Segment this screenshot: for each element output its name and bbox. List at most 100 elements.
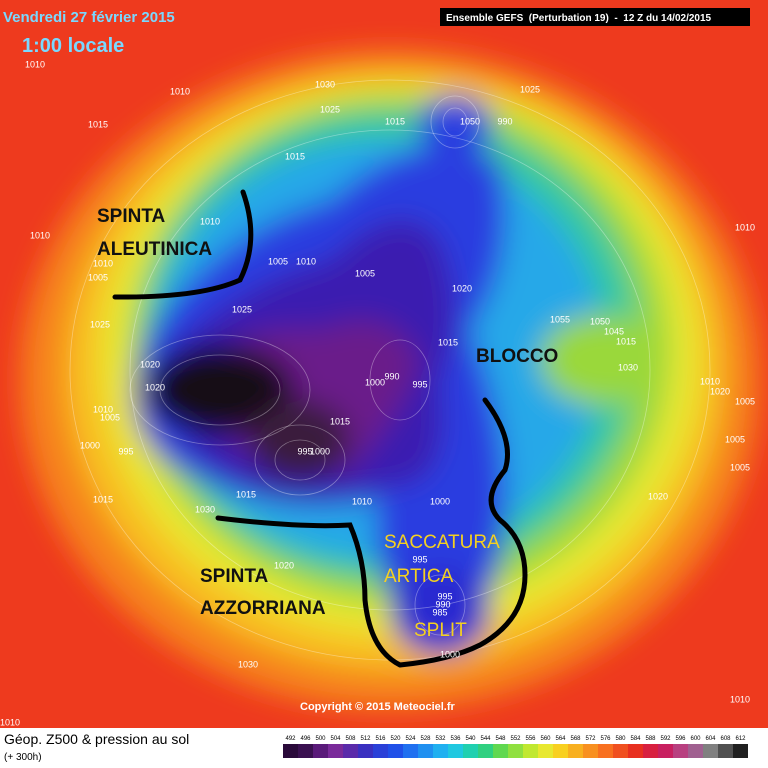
colorbar-label: 548	[495, 736, 506, 742]
isobar-label: 1020	[648, 491, 668, 501]
annotation: ARTICA	[384, 566, 454, 587]
isobar-label: 1025	[232, 304, 252, 314]
colorbar-cell	[538, 744, 553, 758]
colorbar-cell	[328, 744, 343, 758]
isobar-label: 1010	[730, 694, 750, 704]
colorbar-cell	[373, 744, 388, 758]
isobar-label: 1015	[330, 416, 350, 426]
colorbar-label: 588	[645, 736, 656, 742]
isobar-label: 995	[412, 554, 427, 564]
colorbar-cell	[403, 744, 418, 758]
colorbar-cell	[568, 744, 583, 758]
isobar-label: 1010	[296, 256, 316, 266]
colorbar-cell	[463, 744, 478, 758]
isobar-label: 1045	[604, 326, 624, 336]
isobar-label: 1000	[365, 377, 385, 387]
isobar-label: 1010	[170, 86, 190, 96]
colorbar-label: 544	[480, 736, 491, 742]
isobar-label: 995	[437, 591, 452, 601]
colorbar-label: 556	[525, 736, 536, 742]
isobar-label: 1015	[285, 151, 305, 161]
isobar-label: 1055	[550, 314, 570, 324]
colorbar-label: 492	[285, 736, 296, 742]
colorbar-label: 500	[315, 736, 326, 742]
isobar-label: 985	[432, 607, 447, 617]
isobar-label: 1005	[725, 434, 745, 444]
isobar-label: 1000	[80, 440, 100, 450]
colorbar-label: 580	[615, 736, 626, 742]
colorbar-label: 560	[540, 736, 551, 742]
colorbar-label: 536	[450, 736, 461, 742]
isobar-label: 1010	[25, 59, 45, 69]
colorbar-label: 592	[660, 736, 671, 742]
isobar-label: 1025	[520, 84, 540, 94]
colorbar-label: 608	[720, 736, 731, 742]
colorbar: 492 496 500 504 508 512 516 520 524 528 532 536 540 5…	[283, 736, 748, 758]
annotation: SPINTA	[200, 566, 269, 587]
isobar-label: 1020	[710, 386, 730, 396]
isobar-label: 1010	[0, 717, 20, 727]
isobar-label: 990	[435, 599, 450, 609]
isobar-label: 1010	[30, 230, 50, 240]
isobar-label: 1020	[145, 382, 165, 392]
isobar-label: 1025	[320, 104, 340, 114]
colorbar-cell	[298, 744, 313, 758]
isobar-label: 990	[384, 371, 399, 381]
isobar-label: 1030	[315, 79, 335, 89]
isobar-label: 1050	[590, 316, 610, 326]
annotation-lines	[112, 189, 528, 668]
colorbar-cell	[583, 744, 598, 758]
isobar-label: 1010	[200, 216, 220, 226]
colorbar-label: 596	[675, 736, 686, 742]
colorbar-cell	[718, 744, 733, 758]
annotation: AZZORRIANA	[200, 598, 326, 619]
isobar-label: 1030	[238, 659, 258, 669]
date: Vendredi 27 février 2015	[3, 9, 175, 26]
isobar-label: 1005	[100, 412, 120, 422]
copyright: Copyright © 2015 Meteociel.fr	[300, 701, 456, 713]
isobar-label: 1030	[618, 362, 638, 372]
isobar-label: 1015	[616, 336, 636, 346]
isobar-label: 1050	[460, 116, 480, 126]
colorbar-cell	[508, 744, 523, 758]
isobar-label: 1015	[236, 489, 256, 499]
isobar-label: 1015	[385, 116, 405, 126]
colorbar-cell	[553, 744, 568, 758]
annotation: SPINTA	[97, 206, 166, 227]
isobar-label: 1005	[730, 462, 750, 472]
colorbar-label: 520	[390, 736, 401, 742]
isobar-label: 1005	[88, 272, 108, 282]
annotation: ALEUTINICA	[97, 239, 212, 260]
isobar-label: 1000	[430, 496, 450, 506]
isobar-label: 1005	[268, 256, 288, 266]
colorbar-cell	[313, 744, 328, 758]
colorbar-cell	[493, 744, 508, 758]
time: 1:00 locale	[22, 35, 124, 57]
colorbar-cell	[358, 744, 373, 758]
annotation: BLOCCO	[476, 346, 558, 367]
colorbar-label: 604	[705, 736, 716, 742]
isobar-label: 1020	[140, 359, 160, 369]
colorbar-cell	[643, 744, 658, 758]
colorbar-label: 504	[330, 736, 341, 742]
isobar-label: 1015	[438, 337, 458, 347]
footer-subtitle: (+ 300h)	[4, 752, 42, 763]
colorbar-label: 496	[300, 736, 311, 742]
colorbar-cell	[478, 744, 493, 758]
isobar-label: 1015	[88, 119, 108, 129]
annotation: SACCATURA	[384, 532, 500, 553]
colorbar-label: 540	[465, 736, 476, 742]
isobar-label: 1015	[93, 494, 113, 504]
header-box	[440, 8, 750, 26]
isobar-label: 1005	[355, 268, 375, 278]
colorbar-label: 572	[585, 736, 596, 742]
colorbar-label: 568	[570, 736, 581, 742]
colorbar-label: 612	[735, 736, 746, 742]
colorbar-cell	[283, 744, 298, 758]
annotations: SPINTA ALEUTINICA BLOCCO SACCATURA ARTICA SPL…	[97, 206, 558, 641]
colorbar-cell	[733, 744, 748, 758]
colorbar-label: 552	[510, 736, 521, 742]
isobar-label: 1020	[274, 560, 294, 570]
